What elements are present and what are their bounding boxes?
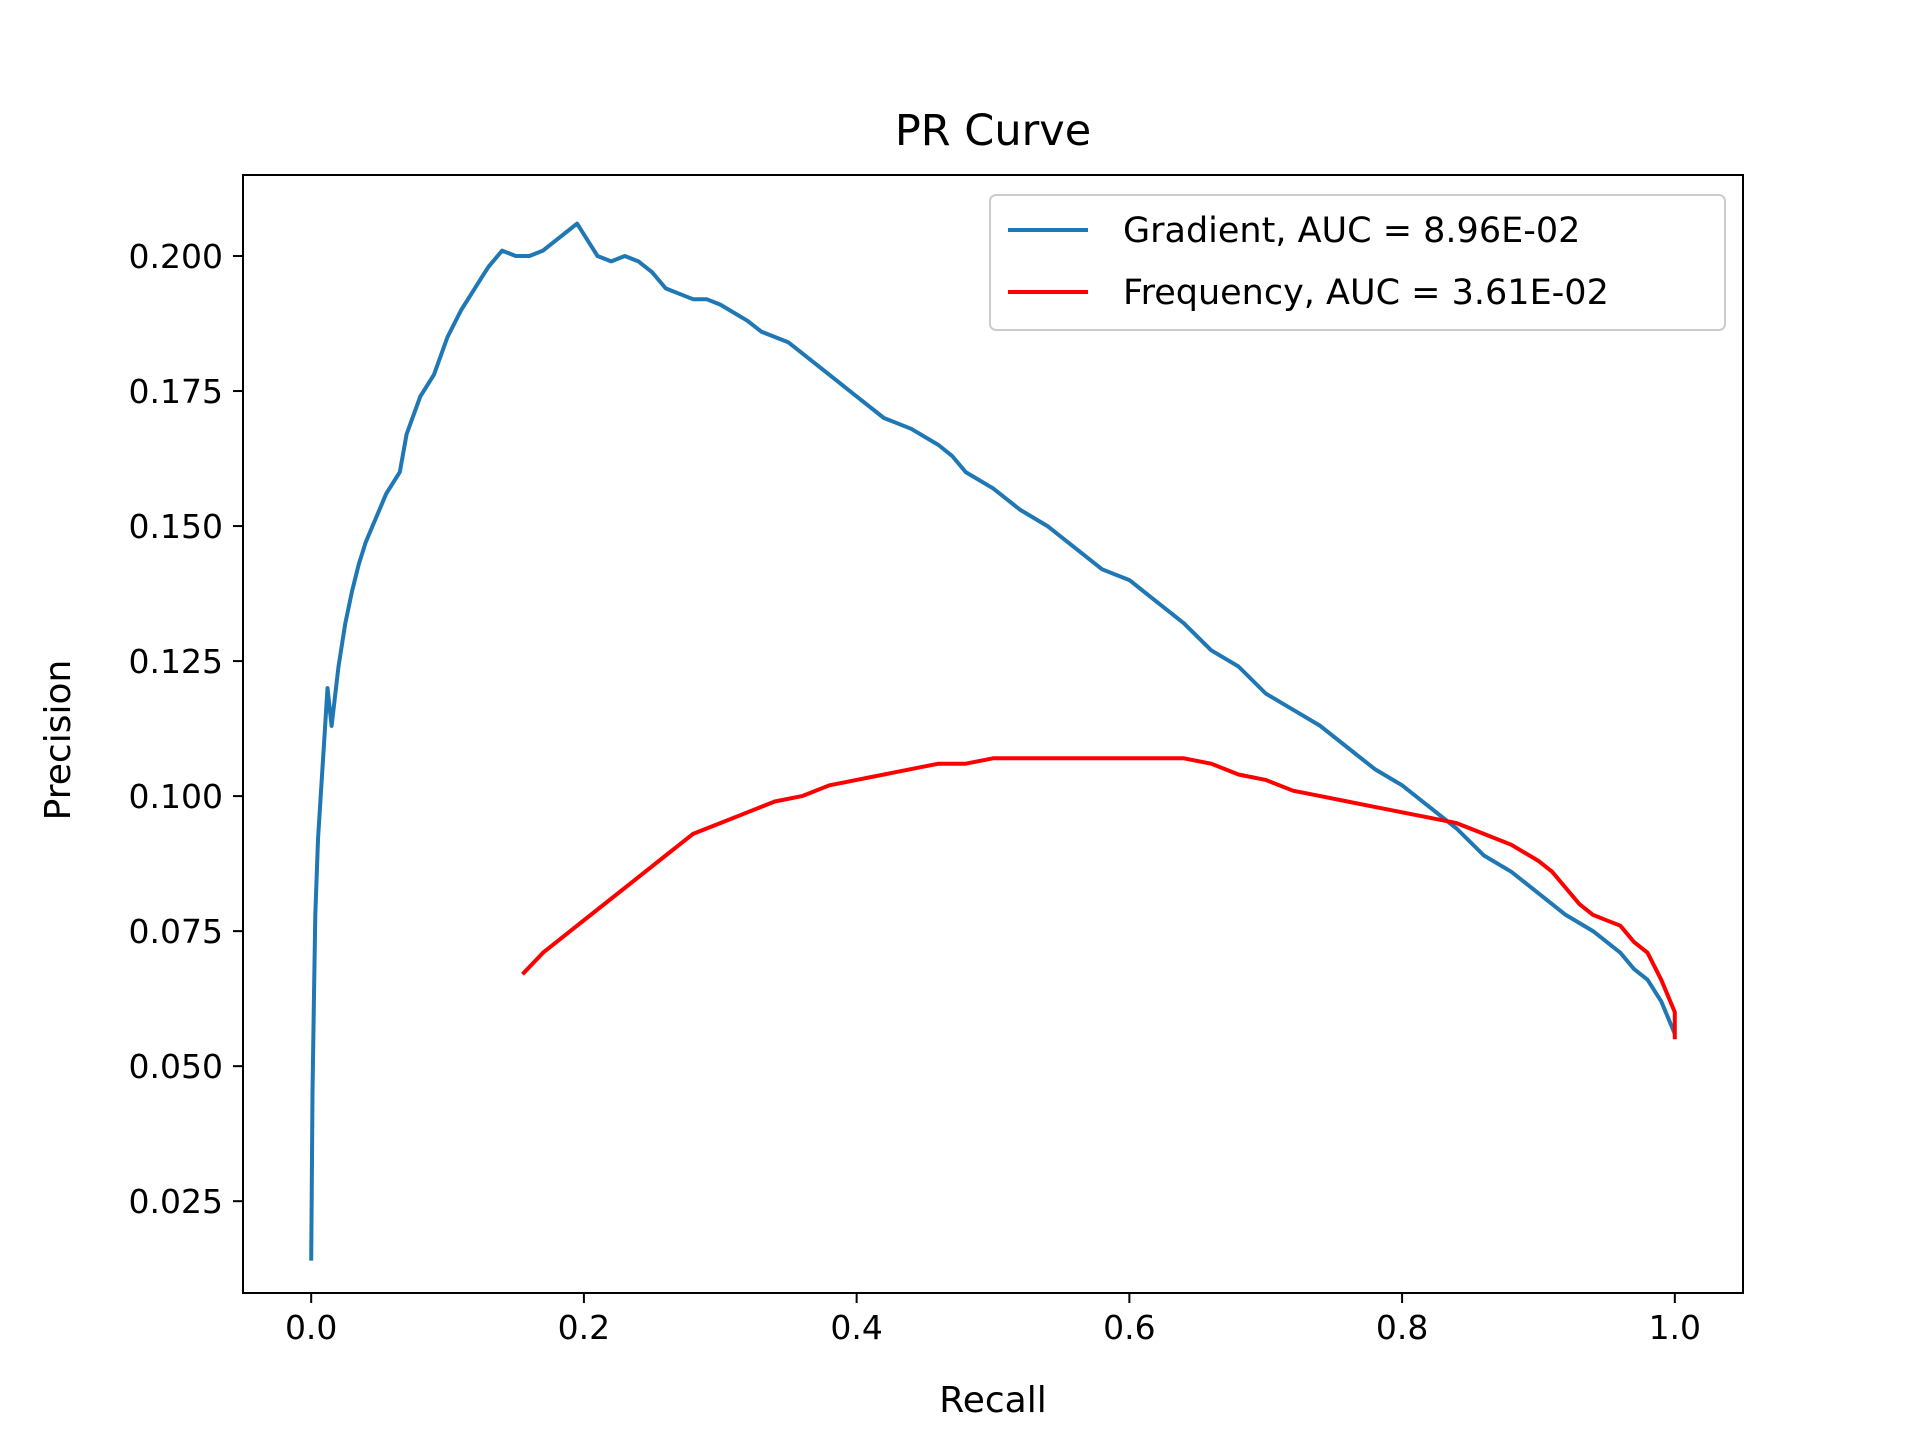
legend-label-1: Frequency, AUC = 3.61E-02 [1123, 273, 1609, 313]
y-tick-label: 0.025 [129, 1182, 223, 1221]
y-tick-label: 0.175 [129, 372, 223, 411]
x-tick-label: 1.0 [1649, 1308, 1701, 1347]
x-axis-title: Recall [939, 1380, 1046, 1421]
legend-label-0: Gradient, AUC = 8.96E-02 [1123, 211, 1580, 251]
y-tick-label: 0.100 [129, 777, 223, 816]
x-tick-label: 0.6 [1103, 1308, 1155, 1347]
plot-frame [242, 174, 1744, 1294]
y-tick-label: 0.125 [129, 642, 223, 681]
legend: Gradient, AUC = 8.96E-02 Frequency, AUC =… [989, 194, 1726, 331]
y-axis-ticks: 0.025 0.050 0.075 0.100 0.125 0.150 0.175 0.200 [129, 237, 243, 1221]
y-tick-label: 0.150 [129, 507, 223, 546]
y-tick-label: 0.200 [129, 237, 223, 276]
x-tick-label: 0.8 [1376, 1308, 1428, 1347]
x-tick-label: 0.4 [830, 1308, 882, 1347]
x-tick-label: 0.2 [558, 1308, 610, 1347]
y-tick-label: 0.050 [129, 1047, 223, 1086]
x-tick-label: 0.0 [285, 1308, 337, 1347]
legend-box [989, 194, 1726, 331]
y-axis-title: Precision [38, 660, 79, 821]
x-axis-ticks: 0.0 0.2 0.4 0.6 0.8 1.0 [285, 1293, 1701, 1347]
series-line-1 [521, 756, 1677, 1040]
chart-title: PR Curve [895, 106, 1091, 156]
y-tick-label: 0.075 [129, 912, 223, 951]
series-line-0 [309, 221, 1677, 1261]
plot-series [309, 221, 1677, 1261]
